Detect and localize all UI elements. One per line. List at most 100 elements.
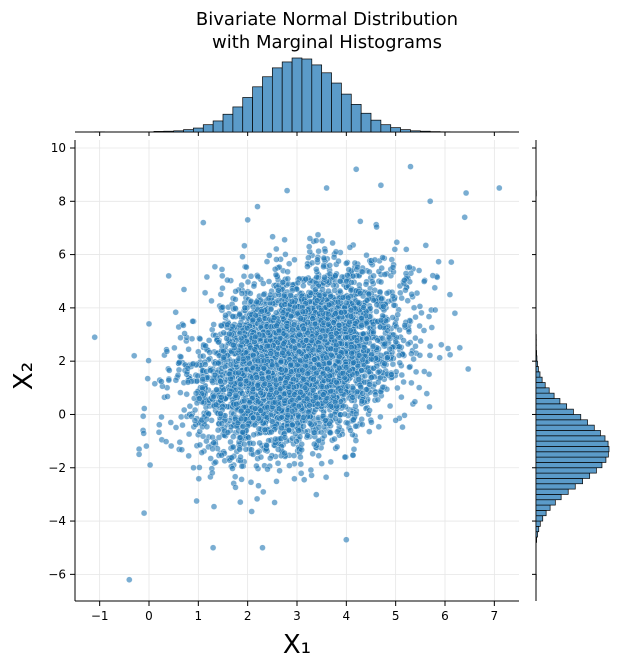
scatter-point	[208, 377, 216, 385]
right-hist-bar	[535, 435, 606, 442]
scatter-point	[174, 371, 182, 379]
scatter-point	[220, 329, 227, 336]
scatter-point	[333, 330, 340, 337]
scatter-point	[241, 242, 248, 250]
right-marginal-histogram	[532, 140, 610, 601]
chart-title-line-1: Bivariate Normal Distribution	[196, 9, 458, 30]
right-hist-bar	[535, 472, 591, 479]
top-hist-bar	[410, 130, 421, 133]
scatter-point	[363, 251, 370, 259]
scatter-point	[279, 309, 287, 316]
scatter-point	[304, 432, 311, 439]
scatter-point	[369, 343, 377, 350]
scatter-point	[165, 377, 173, 384]
scatter-point	[320, 263, 327, 270]
scatter-point	[416, 303, 424, 310]
right-hist-bar	[535, 510, 547, 517]
scatter-point	[394, 384, 401, 392]
scatter-point	[418, 309, 425, 317]
scatter-point	[218, 394, 225, 401]
top-hist-bar	[291, 57, 303, 133]
scatter-point	[332, 415, 339, 422]
scatter-point	[244, 278, 252, 286]
scatter-point	[398, 371, 405, 379]
scatter-point	[202, 361, 209, 368]
scatter-point	[210, 393, 217, 401]
scatter-point	[398, 393, 405, 401]
scatter-point	[347, 306, 355, 314]
scatter-point	[254, 365, 262, 373]
scatter-point	[352, 437, 360, 444]
right-hist-bar	[535, 398, 561, 405]
scatter-point	[304, 263, 311, 270]
scatter-point	[176, 439, 184, 446]
scatter-point	[295, 348, 303, 355]
scatter-point	[444, 345, 452, 352]
scatter-point	[279, 279, 286, 286]
scatter-point	[276, 467, 283, 474]
right-hist-bar	[535, 440, 609, 447]
scatter-point	[291, 344, 299, 352]
scatter-point	[217, 378, 224, 385]
scatter-point	[350, 446, 358, 453]
scatter-point	[256, 439, 263, 447]
right-hist-bar	[535, 360, 538, 367]
scatter-point	[386, 402, 394, 410]
top-hist-bar	[271, 67, 283, 133]
right-hist-bar	[535, 350, 537, 357]
scatter-point	[373, 308, 380, 315]
scatter-point	[237, 381, 245, 388]
scatter-point	[373, 223, 380, 231]
scatter-point	[333, 443, 341, 451]
scatter-point	[349, 394, 356, 401]
scatter-point	[284, 275, 291, 282]
scatter-point	[251, 421, 259, 429]
scatter-point	[431, 284, 438, 291]
scatter-point	[410, 355, 417, 363]
scatter-point	[311, 429, 318, 436]
top-hist-bar	[242, 97, 253, 133]
scatter-point	[359, 268, 366, 276]
scatter-point	[349, 272, 357, 280]
scatter-point	[401, 412, 408, 419]
scatter-point	[361, 372, 369, 380]
scatter-point	[448, 258, 455, 266]
scatter-point	[217, 410, 224, 417]
scatter-point	[274, 351, 281, 358]
scatter-point	[193, 497, 200, 505]
scatter-point	[315, 361, 323, 369]
scatter-point	[272, 435, 279, 443]
scatter-point	[325, 287, 332, 295]
scatter-point	[337, 278, 344, 285]
scatter-point	[422, 242, 429, 249]
scatter-point	[178, 446, 186, 453]
scatter-point	[275, 446, 282, 453]
scatter-point	[268, 428, 275, 436]
scatter-point	[255, 482, 262, 489]
scatter-point	[332, 248, 340, 256]
scatter-point	[226, 390, 233, 398]
right-hist-bar	[535, 408, 574, 415]
scatter-point	[373, 363, 380, 370]
scatter-point	[232, 484, 239, 491]
scatter-point	[392, 417, 399, 424]
scatter-point	[229, 313, 237, 320]
scatter-point	[357, 383, 364, 391]
scatter-point	[298, 470, 305, 477]
right-hist-bar	[535, 478, 583, 485]
scatter-point	[237, 498, 244, 506]
scatter-point	[246, 399, 253, 406]
scatter-point	[155, 429, 163, 436]
scatter-point	[353, 337, 361, 344]
scatter-point	[318, 237, 326, 245]
scatter-point	[357, 290, 364, 297]
scatter-point	[241, 440, 248, 448]
scatter-point	[332, 272, 339, 279]
scatter-point	[243, 263, 250, 271]
scatter-point	[286, 462, 293, 469]
scatter-point	[209, 469, 216, 477]
scatter-point	[396, 343, 403, 350]
scatter-point	[288, 298, 296, 305]
scatter-point	[377, 413, 384, 421]
scatter-point	[198, 449, 206, 456]
